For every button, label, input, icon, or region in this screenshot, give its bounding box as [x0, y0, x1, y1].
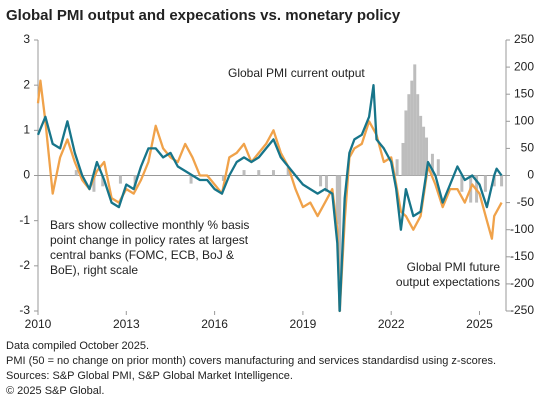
bar	[416, 94, 420, 176]
bar	[242, 170, 246, 176]
bar	[425, 137, 429, 176]
x-tick-label: 2010	[25, 317, 52, 331]
bar	[271, 170, 275, 176]
bar	[483, 175, 487, 192]
series-line	[36, 84, 503, 313]
bar	[436, 159, 440, 176]
x-tick-label: 2022	[378, 317, 405, 331]
source-note: Data compiled October 2025.	[6, 340, 149, 352]
y2-tick-label: 50	[521, 141, 535, 155]
y2-tick-label: -50	[517, 195, 535, 209]
series-label: Global PMI future output expectations	[396, 260, 500, 289]
bar	[286, 167, 290, 176]
bar	[189, 175, 193, 184]
y2-tick-label: 100	[514, 113, 534, 127]
y2-tick-label: 200	[514, 59, 534, 73]
bar	[492, 175, 496, 187]
bar	[460, 175, 464, 192]
annotation: point change in policy rates at largest	[50, 233, 249, 247]
x-tick-label: 2025	[466, 317, 493, 331]
y-tick-label: 1	[23, 123, 30, 137]
x-tick-label: 2013	[113, 317, 140, 331]
x-tick-label: 2016	[201, 317, 228, 331]
y2-tick-label: 150	[514, 86, 534, 100]
bar	[407, 94, 411, 176]
bar	[410, 80, 414, 176]
bar	[422, 126, 426, 176]
bar	[319, 175, 323, 187]
bar	[401, 142, 405, 176]
y-tick-label: -2	[19, 258, 30, 272]
bar	[257, 170, 261, 176]
x-tick-label: 2019	[290, 317, 317, 331]
annotation: BoE), right scale	[50, 263, 138, 277]
y-tick-label: -3	[19, 303, 30, 317]
bar	[92, 175, 96, 192]
series-label: Global PMI current output	[228, 66, 365, 80]
bar	[500, 175, 504, 187]
y-tick-label: 0	[23, 168, 30, 182]
y-tick-label: -1	[19, 213, 30, 227]
bar	[118, 175, 122, 184]
bar	[335, 175, 339, 225]
bar	[221, 175, 225, 181]
y2-tick-label: -150	[510, 249, 534, 263]
bar	[430, 153, 434, 176]
bar	[395, 159, 399, 176]
bar	[101, 175, 105, 187]
bar	[413, 64, 417, 176]
annotation: central banks (FOMC, ECB, BoJ &	[50, 248, 234, 262]
y2-tick-label: 250	[514, 32, 534, 46]
chart-title: Global PMI output and expecations vs. mo…	[6, 7, 401, 24]
bar	[338, 175, 342, 311]
source-note: PMI (50 = no change on prior month) cove…	[6, 355, 496, 367]
bar	[419, 115, 423, 176]
bar	[404, 110, 408, 176]
y-tick-label: 2	[23, 77, 30, 91]
source-note: Sources: S&P Global PMI, S&P Global Mark…	[6, 370, 293, 382]
y2-tick-label: -100	[510, 222, 534, 236]
y2-tick-label: -250	[510, 303, 534, 317]
source-note: © 2025 S&P Global.	[6, 385, 104, 397]
bar	[74, 170, 78, 176]
bar	[133, 175, 137, 187]
y2-tick-label: 0	[527, 168, 534, 182]
y-tick-label: 3	[23, 32, 30, 46]
annotation: Bars show collective monthly % basis	[50, 218, 249, 232]
bar	[324, 175, 328, 192]
y2-tick-label: -200	[510, 276, 534, 290]
